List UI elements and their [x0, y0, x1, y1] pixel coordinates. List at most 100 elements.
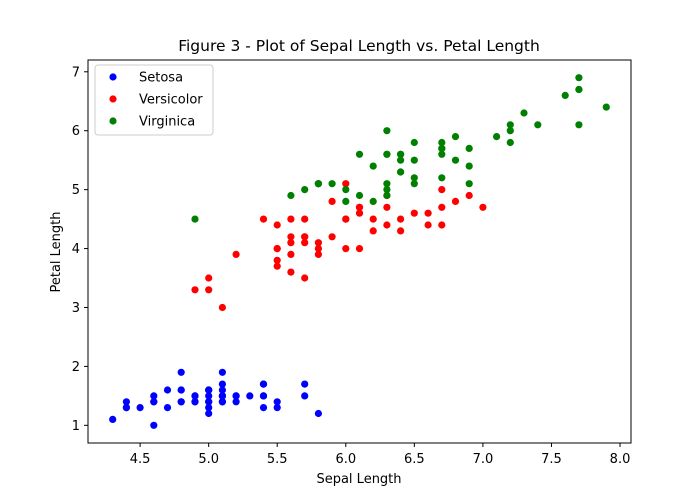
legend-box — [94, 64, 214, 136]
point-setosa-33 — [273, 398, 281, 406]
point-versicolor-42 — [314, 245, 322, 253]
point-virginica-36 — [383, 150, 391, 158]
point-versicolor-7 — [191, 286, 199, 294]
point-setosa-15 — [301, 392, 309, 400]
y-tick-label: 3 — [72, 301, 80, 316]
point-virginica-6 — [191, 215, 199, 223]
x-tick-label: 6.5 — [404, 452, 425, 467]
point-virginica-0 — [383, 127, 391, 135]
point-setosa-13 — [109, 415, 117, 423]
point-virginica-39 — [465, 162, 473, 170]
x-axis-ticks: 4.5 5.0 5.5 6.0 6.5 7.0 7.5 8.0 — [130, 443, 631, 467]
legend-label-versicolor: Versicolor — [139, 93, 203, 108]
point-versicolor-0 — [479, 203, 487, 211]
point-setosa-47 — [150, 398, 158, 406]
point-setosa-49 — [205, 398, 213, 406]
y-axis-ticks: 1 2 3 4 5 6 7 — [72, 65, 88, 434]
point-versicolor-12 — [342, 245, 350, 253]
point-versicolor-41 — [355, 209, 364, 217]
point-setosa-41 — [136, 404, 144, 412]
x-tick-label: 5.5 — [267, 452, 288, 467]
legend-marker-setosa — [109, 73, 117, 81]
x-tick-label: 7.5 — [541, 452, 562, 467]
point-versicolor-30 — [273, 256, 281, 264]
point-virginica-2 — [493, 133, 501, 141]
point-virginica-27 — [355, 191, 364, 200]
y-tick-label: 1 — [72, 419, 80, 434]
point-versicolor-49 — [301, 239, 309, 247]
point-versicolor-16 — [287, 215, 295, 223]
point-virginica-22 — [575, 85, 583, 94]
point-virginica-33 — [383, 180, 391, 188]
point-versicolor-47 — [369, 227, 377, 235]
point-versicolor-32 — [314, 250, 322, 258]
point-versicolor-19 — [287, 250, 295, 258]
point-versicolor-10 — [205, 274, 213, 282]
point-virginica-26 — [369, 197, 377, 205]
point-versicolor-29 — [301, 274, 309, 282]
point-versicolor-6 — [383, 203, 391, 211]
point-versicolor-24 — [397, 227, 405, 235]
point-versicolor-44 — [287, 233, 295, 241]
point-setosa-39 — [218, 392, 226, 400]
point-versicolor-23 — [355, 203, 364, 211]
point-versicolor-35 — [342, 215, 350, 223]
point-setosa-20 — [259, 380, 268, 388]
y-tick-label: 4 — [72, 242, 80, 257]
point-virginica-7 — [520, 109, 528, 117]
point-versicolor-25 — [424, 221, 432, 229]
point-virginica-42 — [314, 180, 322, 188]
point-versicolor-8 — [424, 209, 432, 217]
point-setosa-24 — [177, 368, 185, 376]
point-versicolor-33 — [342, 180, 350, 188]
point-virginica-10 — [410, 180, 418, 188]
x-tick-label: 8.0 — [610, 452, 631, 467]
point-virginica-37 — [397, 156, 405, 164]
point-setosa-32 — [232, 392, 240, 400]
point-virginica-31 — [602, 103, 610, 111]
point-virginica-34 — [355, 150, 364, 158]
point-virginica-40 — [438, 150, 446, 158]
point-versicolor-26 — [451, 197, 460, 205]
point-virginica-49 — [328, 180, 336, 188]
point-versicolor-18 — [369, 215, 377, 223]
point-setosa-3 — [150, 392, 158, 400]
x-axis-label: Sepal Length — [316, 472, 401, 487]
point-setosa-44 — [218, 368, 226, 376]
point-versicolor-1 — [397, 215, 405, 223]
point-virginica-47 — [410, 174, 418, 182]
point-virginica-43 — [451, 133, 460, 141]
point-versicolor-21 — [355, 245, 364, 253]
point-setosa-40 — [205, 404, 213, 412]
point-virginica-20 — [465, 144, 473, 152]
point-versicolor-40 — [273, 221, 281, 229]
chart-title: Figure 3 - Plot of Sepal Length vs. Peta… — [178, 37, 540, 55]
point-versicolor-14 — [287, 268, 295, 276]
point-setosa-37 — [191, 398, 199, 406]
point-virginica-46 — [383, 186, 391, 194]
x-tick-label: 6.0 — [335, 452, 356, 467]
point-versicolor-11 — [328, 233, 336, 241]
point-virginica-48 — [369, 162, 377, 170]
data-points — [109, 74, 610, 429]
point-setosa-8 — [122, 398, 130, 406]
point-versicolor-48 — [218, 303, 226, 312]
point-versicolor-46 — [301, 233, 309, 241]
point-setosa-18 — [301, 380, 309, 388]
point-virginica-44 — [438, 144, 446, 152]
point-setosa-35 — [205, 409, 213, 418]
point-setosa-31 — [259, 392, 268, 400]
point-virginica-35 — [575, 121, 583, 129]
point-setosa-28 — [232, 398, 240, 406]
point-virginica-38 — [342, 197, 350, 205]
point-setosa-42 — [122, 404, 130, 412]
point-setosa-16 — [259, 404, 268, 412]
point-setosa-36 — [273, 404, 281, 412]
point-versicolor-9 — [232, 250, 240, 258]
point-versicolor-20 — [328, 197, 336, 205]
point-virginica-19 — [342, 186, 350, 194]
point-virginica-4 — [410, 138, 418, 147]
x-tick-label: 4.5 — [130, 452, 151, 467]
point-versicolor-2 — [465, 191, 473, 200]
point-setosa-22 — [150, 421, 158, 429]
